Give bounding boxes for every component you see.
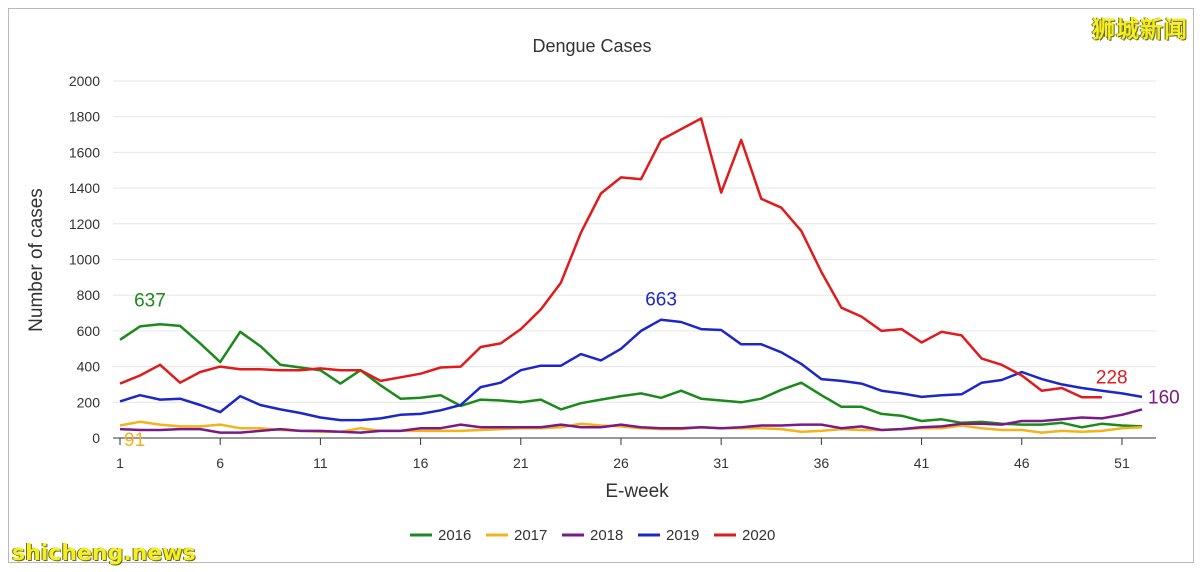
x-tick-label: 41 [914,455,930,471]
legend-label-2017: 2017 [514,527,547,544]
legend: 2016 2017 2018 2019 2020 [410,527,775,544]
y-axis-ticks: 0 200 400 600 800 1000 1200 1400 1600 1800 2000 [69,73,100,446]
y-tick-label: 600 [77,323,101,339]
annotation-label-2016: 637 [134,290,166,311]
y-axis-label: Number of cases [26,188,47,332]
series-line-2018 [119,408,1143,434]
x-axis-label: E-week [605,481,669,502]
legend-label-2020: 2020 [742,527,775,544]
x-tick-label: 36 [814,455,830,471]
annotation-label-2018: 160 [1148,387,1180,408]
x-axis-ticks: 1 6 11 16 21 26 31 36 41 46 51 [116,438,1130,471]
x-tick-label: 26 [613,455,629,471]
watermark-chinese: 狮城新闻 [1092,17,1188,43]
y-tick-label: 1800 [69,109,100,125]
legend-label-2019: 2019 [666,527,699,544]
y-tick-label: 400 [77,359,101,375]
y-tick-label: 2000 [69,73,100,89]
y-tick-label: 200 [77,394,101,410]
y-tick-label: 800 [77,287,101,303]
series-line-2020 [119,117,1102,399]
y-tick-label: 0 [92,430,100,446]
x-tick-label: 46 [1014,455,1030,471]
annotation-label-2017: 91 [124,430,145,451]
data-annotations: 637 91 663 228 160 [124,290,1180,451]
y-tick-label: 1600 [69,144,100,160]
y-tick-label: 1400 [69,180,100,196]
annotation-label-2019: 663 [645,290,677,311]
x-tick-label: 51 [1114,455,1130,471]
x-tick-label: 6 [216,455,224,471]
y-tick-label: 1200 [69,216,100,232]
x-tick-label: 1 [116,455,124,471]
chart-frame [8,8,1194,563]
watermark-site: shicheng.news [12,541,196,566]
x-tick-label: 31 [713,455,729,471]
series-line-2016 [119,323,1143,429]
y-tick-label: 1000 [69,252,100,268]
series-line-2019 [119,318,1143,422]
annotation-label-2020: 228 [1096,367,1128,388]
x-tick-label: 21 [513,455,529,471]
legend-label-2018: 2018 [590,527,623,544]
x-tick-label: 16 [413,455,429,471]
chart-title: Dengue Cases [532,36,651,56]
series-lines [119,117,1143,434]
legend-label-2016: 2016 [438,527,471,544]
x-tick-label: 11 [313,455,328,471]
